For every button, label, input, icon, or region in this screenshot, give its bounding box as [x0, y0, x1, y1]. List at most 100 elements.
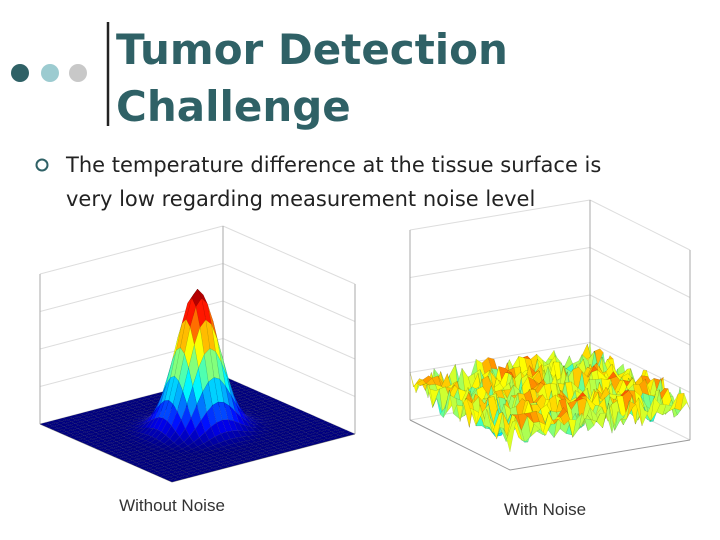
surface-cell — [296, 438, 308, 443]
wall-grid — [409, 294, 591, 326]
surface-cell — [262, 435, 274, 440]
surface-cell — [327, 436, 339, 441]
surface-cell — [121, 438, 133, 442]
surface-cell — [269, 411, 281, 415]
surface-cell — [270, 451, 282, 456]
surface-cell — [206, 459, 218, 464]
surface-cell — [253, 456, 264, 460]
surface-cell — [137, 457, 149, 462]
surface-cell — [134, 464, 146, 468]
surface-cell — [141, 414, 152, 419]
surface-cell — [212, 458, 223, 462]
wall-grid — [589, 342, 691, 393]
surface-cell — [518, 437, 529, 443]
surface-cell — [84, 422, 96, 426]
surface-cell — [167, 478, 179, 483]
surface-cell — [112, 446, 124, 451]
surface-cell — [101, 449, 113, 454]
wall-grid — [222, 263, 356, 322]
surface-cell — [112, 406, 124, 410]
surface-cell — [529, 365, 539, 378]
surface-cell — [250, 398, 262, 403]
surface-cell — [184, 474, 196, 478]
surface-cell — [338, 433, 350, 438]
surface-cell — [153, 440, 165, 448]
surface-cell — [69, 423, 80, 427]
surface-cell — [316, 439, 327, 444]
surface-cell — [147, 428, 158, 437]
surface-cell — [277, 406, 288, 410]
surface-cell — [85, 430, 97, 435]
surface-cell — [216, 419, 227, 435]
surface-plot — [39, 225, 356, 483]
wall-grid — [222, 338, 356, 397]
bullet-text: very low regarding measurement noise lev… — [66, 187, 535, 211]
title-line: Tumor Detection — [116, 25, 508, 74]
surface-cell — [113, 414, 124, 419]
surface-cell — [96, 419, 107, 423]
surface-cell — [305, 430, 317, 435]
surface-cell — [577, 398, 587, 428]
surface-cell — [161, 420, 172, 436]
surface-cell — [240, 450, 252, 455]
axis-line — [409, 419, 691, 471]
surface-cell — [119, 432, 130, 437]
surface-cell — [258, 393, 269, 398]
wall-grid — [589, 294, 691, 346]
surface-cell — [539, 412, 549, 436]
surface-cell — [469, 393, 479, 428]
dot-gray — [69, 64, 87, 82]
surface-cell — [483, 409, 493, 434]
surface-cell — [189, 464, 201, 468]
surface-cell — [145, 400, 156, 405]
surface-cell — [270, 419, 282, 424]
surface-cell — [225, 451, 237, 456]
surface-cell — [103, 414, 115, 418]
surface-cell — [274, 433, 285, 437]
surface-cell — [214, 463, 226, 467]
surface-cell — [67, 426, 79, 431]
surface-cell — [173, 477, 184, 481]
surface-cell — [93, 413, 105, 418]
wall-grid — [589, 247, 691, 298]
surface-cell — [127, 416, 138, 420]
bullet-mark — [35, 158, 49, 172]
surface-cell — [215, 351, 226, 387]
surface-cell — [252, 447, 264, 452]
wall-grid — [589, 199, 691, 251]
surface-cell — [86, 438, 98, 443]
surface-cell — [505, 372, 515, 379]
surface-cell — [203, 439, 214, 448]
surface-cell — [131, 458, 143, 463]
surface-cell — [429, 388, 440, 407]
surface-cell — [303, 413, 315, 418]
surface-cell — [264, 400, 276, 405]
surface-cell — [671, 399, 681, 416]
dot-dark — [11, 64, 29, 82]
bullet-text: The temperature difference at the tissue… — [65, 153, 601, 177]
wall-grid — [409, 199, 591, 231]
surface-cell — [207, 468, 219, 472]
surface-cell — [139, 454, 150, 458]
surface-cell — [495, 389, 505, 399]
surface-cell — [237, 430, 248, 438]
wall-grid — [39, 225, 224, 275]
title-line: Challenge — [116, 82, 351, 131]
surface-cell — [120, 441, 131, 446]
surface-cell — [195, 420, 206, 438]
surface-cell — [190, 472, 202, 477]
surface-cell — [493, 412, 503, 440]
surface-cell — [321, 438, 333, 442]
surface-cell — [79, 411, 91, 416]
surface-cell — [247, 405, 259, 409]
surface-cell — [542, 411, 553, 436]
surface-cell — [70, 419, 82, 424]
wall-grid — [222, 225, 356, 285]
surface-cell — [158, 466, 169, 471]
figure-caption: With Noise — [504, 500, 586, 519]
surface-cell — [244, 443, 255, 448]
surface-plot — [409, 199, 691, 471]
surface-cell — [261, 439, 272, 444]
surface-cell — [240, 416, 252, 428]
